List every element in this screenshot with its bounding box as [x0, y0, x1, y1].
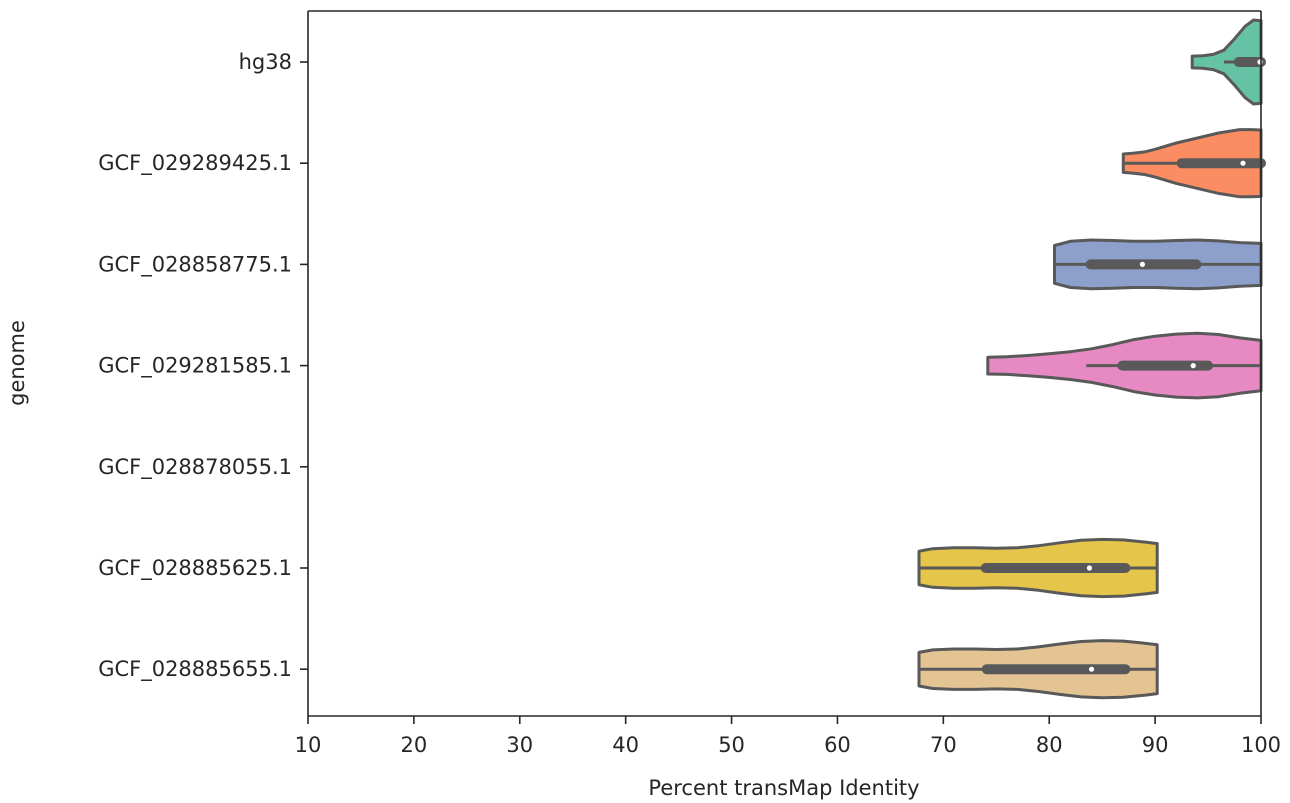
- x-axis-label: Percent transMap Identity: [648, 776, 919, 800]
- y-tick-label: GCF_028858775.1: [98, 252, 292, 277]
- plot-frame: [307, 10, 1262, 717]
- y-tick-label: GCF_028885625.1: [98, 556, 292, 581]
- y-tick-label: GCF_028885655.1: [98, 657, 292, 682]
- x-tick-label: 90: [1142, 733, 1169, 757]
- violin-median-dot: [1139, 261, 1146, 267]
- x-axis-ticks: 10 20 30 40 50 60 70 80 90 100: [295, 716, 1281, 757]
- x-tick-label: 70: [930, 733, 957, 757]
- violin-median-dot: [1190, 363, 1196, 369]
- x-tick-label: 10: [295, 733, 322, 757]
- x-tick-label: 60: [824, 733, 851, 757]
- y-tick-label: GCF_029289425.1: [98, 151, 292, 176]
- x-tick-label: 50: [718, 733, 745, 757]
- y-axis-ticks: hg38 GCF_029289425.1 GCF_028858775.1 GCF_02…: [98, 50, 308, 682]
- y-axis-label: genome: [5, 320, 29, 406]
- y-tick-label: hg38: [239, 50, 292, 74]
- y-tick-label: GCF_029281585.1: [98, 354, 292, 379]
- x-tick-label: 100: [1241, 733, 1281, 757]
- x-tick-label: 40: [612, 733, 639, 757]
- violins-layer: [917, 18, 1266, 700]
- violin-median-dot: [1086, 565, 1093, 571]
- x-tick-label: 30: [506, 733, 533, 757]
- y-tick-label: GCF_028878055.1: [98, 455, 292, 480]
- violin-median-dot: [1088, 666, 1095, 672]
- x-tick-label: 20: [401, 733, 428, 757]
- x-tick-label: 80: [1036, 733, 1063, 757]
- violin-median-dot: [1240, 160, 1246, 166]
